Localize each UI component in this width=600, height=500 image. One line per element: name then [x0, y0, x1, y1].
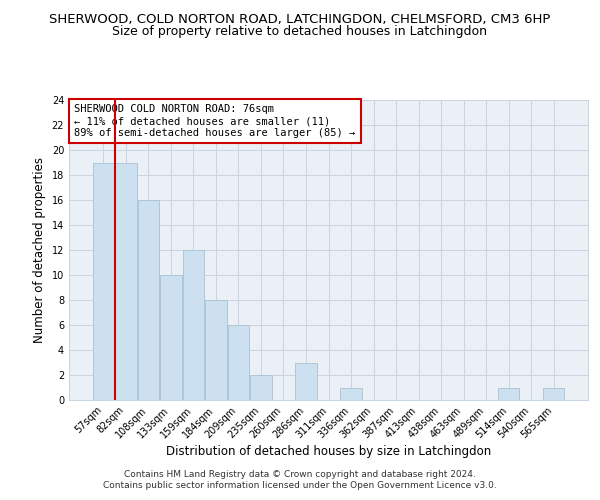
Text: SHERWOOD COLD NORTON ROAD: 76sqm
← 11% of detached houses are smaller (11)
89% o: SHERWOOD COLD NORTON ROAD: 76sqm ← 11% o…: [74, 104, 355, 138]
Bar: [205, 300, 227, 400]
Bar: [250, 375, 272, 400]
Bar: [137, 200, 159, 400]
Bar: [182, 250, 204, 400]
Bar: [295, 362, 317, 400]
Text: Size of property relative to detached houses in Latchingdon: Size of property relative to detached ho…: [113, 25, 487, 38]
Bar: [228, 325, 249, 400]
Bar: [160, 275, 182, 400]
Y-axis label: Number of detached properties: Number of detached properties: [33, 157, 46, 343]
Text: SHERWOOD, COLD NORTON ROAD, LATCHINGDON, CHELMSFORD, CM3 6HP: SHERWOOD, COLD NORTON ROAD, LATCHINGDON,…: [49, 12, 551, 26]
X-axis label: Distribution of detached houses by size in Latchingdon: Distribution of detached houses by size …: [166, 446, 491, 458]
Bar: [92, 162, 114, 400]
Bar: [115, 162, 137, 400]
Bar: [543, 388, 565, 400]
Bar: [498, 388, 520, 400]
Text: Contains public sector information licensed under the Open Government Licence v3: Contains public sector information licen…: [103, 481, 497, 490]
Text: Contains HM Land Registry data © Crown copyright and database right 2024.: Contains HM Land Registry data © Crown c…: [124, 470, 476, 479]
Bar: [340, 388, 362, 400]
